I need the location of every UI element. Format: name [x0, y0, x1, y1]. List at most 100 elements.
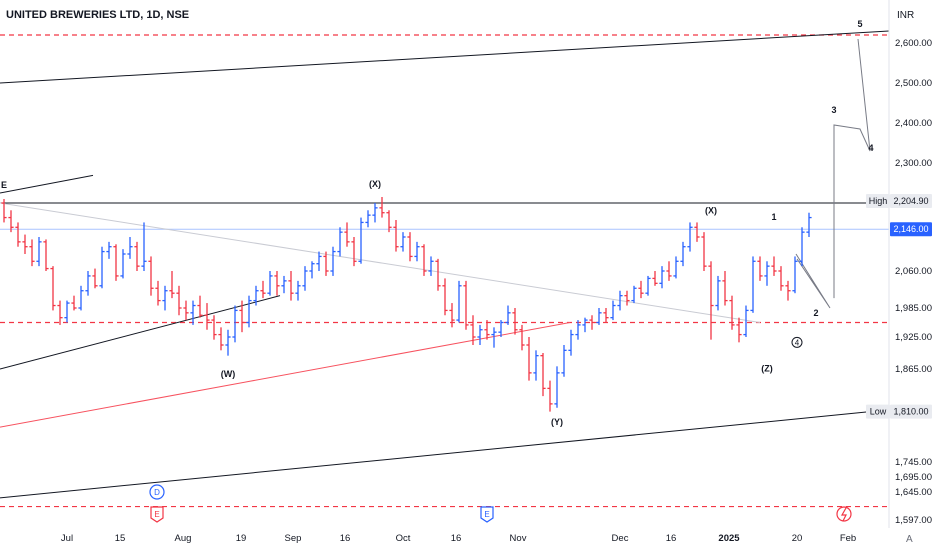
ohlc-bar — [176, 285, 182, 316]
price-tag-name-bg — [866, 404, 890, 419]
wave-label: 2 — [813, 308, 818, 318]
circled-wave-marker — [791, 336, 803, 348]
price-tick-label: 1,745.00 — [895, 457, 932, 468]
ohlc-bar — [120, 249, 126, 279]
price-tick-label: 2,300.00 — [895, 158, 932, 169]
ohlc-bar — [232, 305, 238, 343]
ohlc-bar — [225, 329, 231, 356]
ohlc-bar — [211, 315, 217, 340]
ohlc-bar — [337, 227, 343, 257]
ohlc-bar — [1, 199, 7, 223]
ohlc-bar — [666, 261, 672, 281]
time-tick-label: 16 — [340, 533, 351, 544]
ohlc-bar — [260, 280, 266, 299]
ohlc-bar — [764, 261, 770, 286]
ohlc-bar — [246, 295, 252, 328]
time-tick-label: Nov — [510, 533, 527, 544]
ohlc-bar — [519, 324, 525, 351]
ohlc-bar — [85, 271, 91, 296]
price-tick-label: 2,500.00 — [895, 78, 932, 89]
ohlc-bar — [400, 232, 406, 252]
ohlc-bar — [449, 303, 455, 328]
ohlc-bar — [239, 300, 245, 333]
ohlc-bar — [323, 251, 329, 276]
wave-label: 1 — [771, 212, 776, 222]
wave-label: 4 — [868, 143, 873, 153]
ohlc-bar — [134, 241, 140, 271]
time-tick-label: 16 — [451, 533, 462, 544]
ohlc-bar — [659, 266, 665, 289]
ohlc-bar — [148, 256, 154, 296]
price-tag-name: Low — [870, 407, 887, 417]
ohlc-bar — [316, 251, 322, 271]
trendline — [0, 295, 281, 370]
chart-title: UNITED BREWERIES LTD, 1D, NSE — [6, 9, 190, 21]
time-tick-label: 20 — [792, 533, 803, 544]
ohlc-bar — [183, 300, 189, 321]
ohlc-bar — [687, 222, 693, 252]
ohlc-bar — [456, 280, 462, 323]
ohlc-bar — [715, 275, 721, 311]
ohlc-bar — [351, 237, 357, 267]
ohlc-bar — [99, 246, 105, 289]
price-tag-bg — [890, 222, 932, 237]
ohlc-bar — [624, 290, 630, 306]
upper-channel-line — [0, 30, 890, 84]
ohlc-bar — [435, 258, 441, 291]
ohlc-bar — [197, 295, 203, 318]
ohlc-bar — [526, 337, 532, 381]
price-tick-label: 1,695.00 — [895, 472, 932, 483]
ohlc-bar — [603, 308, 609, 323]
ohlc-bar — [582, 317, 588, 333]
ohlc-bar — [288, 271, 294, 301]
ohlc-bar — [204, 303, 210, 330]
price-tick-label: 1,925.00 — [895, 332, 932, 343]
price-tick-label: 2,060.00 — [895, 266, 932, 277]
ohlc-bar — [708, 261, 714, 340]
ohlc-bar — [57, 300, 63, 325]
ohlc-bar — [785, 280, 791, 301]
earnings-marker: E — [480, 506, 494, 523]
ohlc-bar — [463, 280, 469, 330]
price-axis[interactable]: 2,600.002,500.002,400.002,300.002,200.00… — [895, 38, 932, 526]
autoscale-toggle[interactable]: A — [906, 534, 913, 545]
ohlc-bar — [554, 366, 560, 408]
ohlc-bar — [701, 232, 707, 271]
ohlc-bar — [575, 320, 581, 340]
ohlc-bar — [29, 239, 35, 267]
wave-label: E — [1, 180, 7, 190]
time-axis[interactable]: Jul 15 Aug 19 Sep 16 Oct 16 Nov Dec 16 2025 20 Feb — [61, 533, 856, 544]
time-tick-label: Dec — [612, 533, 629, 544]
time-tick-label: 19 — [236, 533, 247, 544]
ohlc-bar — [428, 256, 434, 276]
price-tick-label: 2,400.00 — [895, 118, 932, 129]
ohlc-bar — [8, 210, 14, 233]
ohlc-bar — [106, 241, 112, 259]
time-tick-label: 15 — [115, 533, 126, 544]
event-markers: D E E — [149, 484, 852, 523]
svg-text:E: E — [154, 510, 159, 519]
ohlc-bar — [645, 275, 651, 296]
price-tag-value: 1,810.00 — [893, 407, 928, 417]
ohlc-bar — [218, 327, 224, 351]
ohlc-bar — [302, 266, 308, 291]
ohlc-bar — [309, 261, 315, 279]
ohlc-bar — [358, 217, 364, 264]
level-lines — [0, 34, 889, 508]
ohlc-bar — [694, 222, 700, 242]
time-tick-label: Feb — [840, 533, 856, 544]
price-tag-value: 2,146.00 — [893, 224, 928, 234]
ohlc-bar — [344, 222, 350, 247]
ohlc-bar — [652, 271, 658, 286]
lower-channel-line — [0, 411, 871, 499]
wave-labels: E (X) (W) (Y) (X) (Z) 1 2 3 4 5 4 — [1, 19, 874, 427]
ohlc-bar — [92, 268, 98, 289]
ohlc-bar — [113, 244, 119, 281]
ohlc-bar — [568, 329, 574, 356]
price-tag-bg — [890, 404, 932, 419]
ohlc-bar — [141, 222, 147, 271]
earnings-marker: E — [150, 506, 164, 523]
ohlc-bar — [799, 227, 805, 267]
ohlc-bars — [1, 197, 812, 412]
